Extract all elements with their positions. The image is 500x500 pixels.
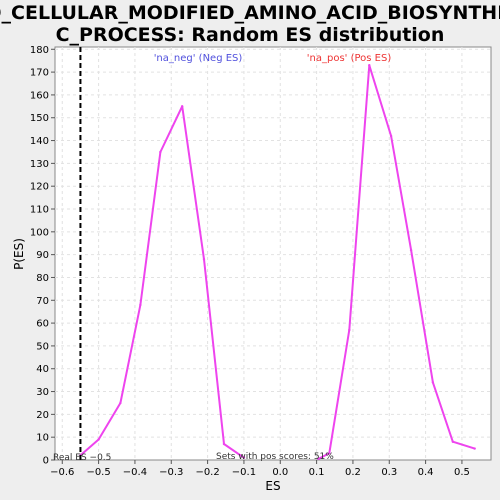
y-tick-label: 100 (30, 227, 49, 238)
y-tick-label: 10 (36, 433, 49, 444)
legend-na-pos: 'na_pos' (Pos ES) (307, 53, 392, 64)
y-tick-label: 130 (30, 159, 49, 170)
x-tick-label: −0.2 (195, 467, 219, 478)
x-tick-label: 0.2 (345, 467, 361, 478)
data-point (473, 447, 475, 449)
data-point (432, 381, 434, 383)
x-axis-label: ES (265, 479, 280, 493)
x-tick-label: −0.4 (123, 467, 147, 478)
x-tick-label: −0.1 (232, 467, 256, 478)
y-tick-label: 110 (30, 205, 49, 216)
x-tick-label: −0.5 (86, 467, 110, 478)
data-point (452, 441, 454, 443)
y-tick-label: 50 (36, 341, 49, 352)
data-point (181, 105, 183, 107)
pos-scores-annotation: Sets with pos scores: 51% (216, 452, 334, 462)
data-point (97, 438, 99, 440)
y-tick-label: 30 (36, 387, 49, 398)
data-point (368, 64, 370, 66)
x-tick-label: 0.0 (272, 467, 288, 478)
y-tick-label: 0 (43, 456, 49, 467)
y-tick-label: 90 (36, 250, 49, 261)
y-tick-label: 20 (36, 410, 49, 421)
legend-na-neg: 'na_neg' (Neg ES) (154, 53, 243, 64)
x-tick-label: 0.1 (309, 467, 325, 478)
data-point (390, 135, 392, 137)
chart-title-line2: C_PROCESS: Random ES distribution (56, 24, 445, 46)
data-point (159, 151, 161, 153)
x-tick-label: −0.6 (50, 467, 74, 478)
y-axis-label: P(ES) (12, 238, 26, 270)
y-tick-label: 70 (36, 296, 49, 307)
y-tick-label: 60 (36, 319, 49, 330)
y-tick-label: 40 (36, 364, 49, 375)
data-point (348, 329, 350, 331)
chart-title-line1: GO_CELLULAR_MODIFIED_AMINO_ACID_BIOSYNTH… (0, 2, 500, 24)
y-tick-label: 140 (30, 136, 49, 147)
real-es-label: Real ES −0.5 (53, 453, 111, 463)
data-point (223, 443, 225, 445)
y-tick-label: 170 (30, 68, 49, 79)
y-tick-label: 150 (30, 113, 49, 124)
y-tick-label: 180 (30, 45, 49, 56)
x-tick-label: −0.3 (159, 467, 183, 478)
x-tick-label: 0.5 (454, 467, 470, 478)
data-point (410, 249, 412, 251)
data-point (203, 258, 205, 260)
x-tick-label: 0.4 (418, 467, 434, 478)
x-tick-label: 0.3 (381, 467, 397, 478)
y-tick-label: 120 (30, 182, 49, 193)
y-tick-label: 160 (30, 90, 49, 101)
data-point (139, 304, 141, 306)
y-tick-label: 80 (36, 273, 49, 284)
data-point (119, 402, 121, 404)
